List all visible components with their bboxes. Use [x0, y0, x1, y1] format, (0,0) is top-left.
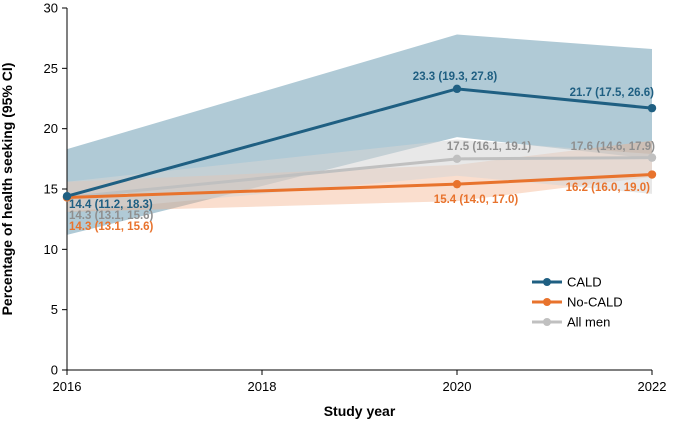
x-axis-ticks: 2016 2018 2020 2022	[53, 370, 667, 394]
y-tick-label: 5	[51, 302, 58, 317]
series-points	[62, 84, 657, 202]
data-label: 21.7 (17.5, 26.6)	[570, 87, 655, 99]
x-axis-title: Study year	[324, 403, 396, 419]
data-point	[452, 84, 462, 94]
data-labels: 14.3 (13.1, 15.6) 17.5 (16.1, 19.1) 17.6 (…	[69, 71, 655, 233]
y-axis-title: Percentage of health seeking (95% CI)	[0, 63, 15, 316]
y-axis-ticks: 0 5 10 15 20 25 30	[44, 1, 67, 378]
legend-label: CALD	[567, 275, 602, 290]
y-tick-label: 0	[51, 363, 58, 378]
legend-marker	[543, 278, 551, 286]
x-tick-label: 2020	[443, 379, 472, 394]
legend-marker	[543, 298, 551, 306]
y-tick-label: 25	[44, 61, 58, 76]
data-point	[647, 153, 657, 162]
data-label: 17.5 (16.1, 19.1)	[447, 141, 532, 153]
x-tick-label: 2022	[638, 379, 667, 394]
legend-label: No-CALD	[567, 295, 623, 310]
data-label: 17.6 (14.6, 17.9)	[571, 141, 656, 153]
legend-marker	[543, 318, 551, 326]
y-tick-label: 10	[44, 242, 58, 257]
x-tick-label: 2018	[248, 379, 277, 394]
data-label: 14.3 (13.1, 15.6)	[69, 221, 154, 233]
data-label: 14.3 (13.1, 15.6)	[69, 210, 154, 222]
data-label: 16.2 (16.0, 19.0)	[566, 182, 651, 194]
data-label: 15.4 (14.0, 17.0)	[434, 194, 519, 206]
data-point	[647, 170, 657, 179]
legend-label: All men	[567, 315, 610, 330]
y-tick-label: 15	[44, 182, 58, 197]
y-tick-label: 20	[44, 121, 58, 136]
data-label: 14.4 (11.2, 18.3)	[69, 199, 153, 211]
x-tick-label: 2016	[53, 379, 82, 394]
data-point	[647, 103, 657, 113]
data-point	[62, 192, 72, 201]
y-tick-label: 30	[44, 1, 58, 16]
data-label: 23.3 (19.3, 27.8)	[413, 71, 498, 83]
data-point	[452, 179, 462, 189]
data-point	[452, 154, 462, 164]
confidence-bands	[67, 34, 652, 235]
legend: CALD No-CALD All men	[532, 275, 623, 330]
